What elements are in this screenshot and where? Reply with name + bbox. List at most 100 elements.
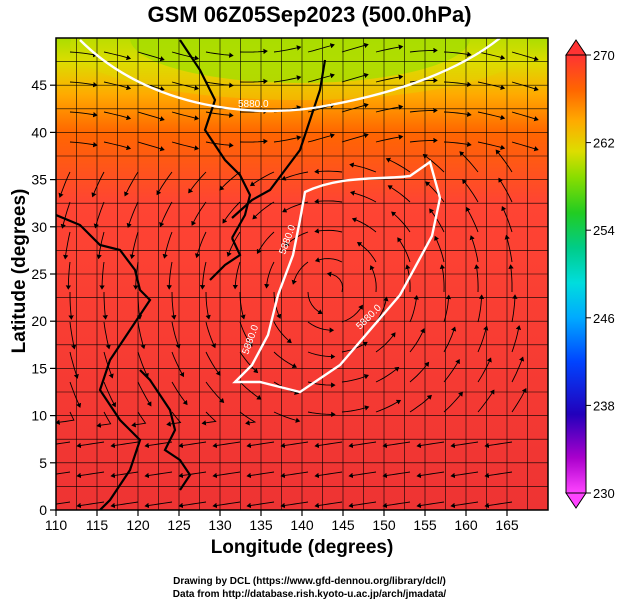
streamline-arrow	[382, 471, 411, 479]
streamline-arrow	[126, 201, 139, 228]
streamline-arrow	[91, 171, 105, 198]
streamline-arrow	[443, 81, 472, 88]
streamline-arrow	[131, 411, 147, 428]
streamline-arrow	[226, 231, 241, 257]
streamline-arrow	[409, 47, 438, 54]
colorbar-tick-label: 238	[593, 398, 615, 413]
streamline-arrow	[375, 399, 402, 413]
streamline-arrow	[443, 111, 472, 118]
streamlines	[56, 42, 539, 509]
streamline-arrow	[375, 44, 404, 53]
streamline-arrow	[246, 501, 275, 509]
streamline-arrow	[232, 261, 241, 290]
streamline-arrow	[511, 111, 539, 122]
streamline-arrow	[273, 135, 302, 143]
streamline-arrow	[291, 261, 309, 285]
streamline-arrow	[280, 501, 309, 509]
streamline-arrow	[443, 391, 463, 413]
colorbar-tick-label: 262	[593, 136, 615, 151]
streamline-arrow	[171, 51, 200, 61]
colorbar-tick-label: 246	[593, 311, 615, 326]
streamline-arrow	[477, 111, 506, 120]
streamline-arrow	[273, 321, 292, 344]
streamline-arrow	[103, 81, 132, 91]
streamline-arrow	[60, 201, 71, 229]
streamline-arrow	[469, 235, 479, 263]
streamline-arrow	[103, 141, 132, 151]
x-tick-label: 120	[126, 517, 150, 533]
streamline-arrow	[307, 321, 335, 333]
streamline-arrow	[239, 48, 268, 55]
streamline-arrow	[249, 171, 275, 187]
contour-subtropical-high	[232, 160, 442, 394]
streamline-arrow	[416, 471, 445, 479]
streamline-arrow	[314, 198, 343, 205]
grid-lines	[56, 38, 548, 510]
streamline-arrow	[212, 441, 241, 449]
streamline-arrow	[341, 304, 363, 323]
streamline-arrow	[256, 231, 275, 254]
streamline-arrow	[62, 231, 71, 260]
streamline-arrow	[69, 81, 98, 88]
streamline-arrow	[314, 441, 343, 449]
colorbar-tick-label: 270	[593, 48, 615, 63]
streamline-arrow	[205, 381, 225, 404]
geopotential-contours	[79, 38, 501, 394]
x-tick-label: 160	[454, 517, 478, 533]
streamline-arrow	[137, 351, 149, 379]
streamline-arrow	[511, 51, 539, 62]
x-axis-label: Longitude (degrees)	[210, 537, 394, 558]
colorbar-ticks: 270 262 254 246 238 230	[586, 48, 615, 501]
streamline-arrow	[375, 134, 404, 143]
colorbar-tick-label: 254	[593, 223, 615, 238]
streamline-arrow	[171, 321, 181, 349]
streamline-arrow	[273, 45, 302, 53]
streamline-arrow	[129, 231, 139, 260]
streamline-arrow	[246, 441, 275, 449]
streamline-arrow	[443, 51, 472, 58]
streamline-arrow	[69, 51, 98, 58]
y-tick-label: 30	[31, 219, 47, 235]
streamline-arrow	[137, 141, 165, 152]
streamline-arrow	[397, 237, 411, 263]
x-tick-label: 140	[290, 517, 314, 533]
x-tick-label: 125	[167, 517, 191, 533]
streamline-arrow	[239, 138, 268, 145]
streamline-arrow	[171, 141, 200, 151]
streamline-arrow	[205, 81, 234, 88]
streamline-arrow	[385, 157, 411, 173]
colorbar-top-arrow	[565, 39, 587, 56]
streamline-arrow	[314, 168, 343, 175]
x-tick-label: 150	[372, 517, 396, 533]
colorbar-bar	[565, 54, 587, 494]
streamline-arrow	[462, 179, 479, 203]
x-tick-label: 145	[331, 517, 355, 533]
streamline-arrow	[307, 291, 323, 314]
y-tick-label: 10	[31, 408, 47, 424]
streamline-arrow	[450, 501, 479, 509]
streamline-arrow	[93, 201, 105, 229]
streamline-arrow	[76, 501, 105, 509]
streamline-arrow	[375, 104, 404, 113]
streamline-arrow	[201, 411, 217, 426]
streamline-arrow	[239, 351, 259, 374]
streamline-arrow	[156, 171, 173, 196]
streamline-arrow	[166, 261, 173, 290]
streamline-arrow	[144, 501, 173, 509]
streamline-arrow	[205, 321, 216, 349]
streamline-arrow	[409, 361, 430, 383]
streamline-arrow	[159, 201, 173, 228]
streamline-arrow	[307, 43, 335, 53]
streamline-arrow	[387, 185, 411, 203]
streamline-arrow	[511, 356, 525, 383]
streamline-arrow	[326, 271, 344, 293]
x-tick-label: 155	[413, 517, 437, 533]
streamline-arrow	[484, 471, 513, 479]
streamline-arrow	[264, 261, 275, 289]
y-tick-label: 15	[31, 360, 47, 376]
streamline-arrow	[511, 388, 527, 413]
streamline-arrow	[498, 177, 513, 203]
streamline-arrow	[348, 441, 377, 449]
streamline-arrow	[349, 162, 377, 173]
